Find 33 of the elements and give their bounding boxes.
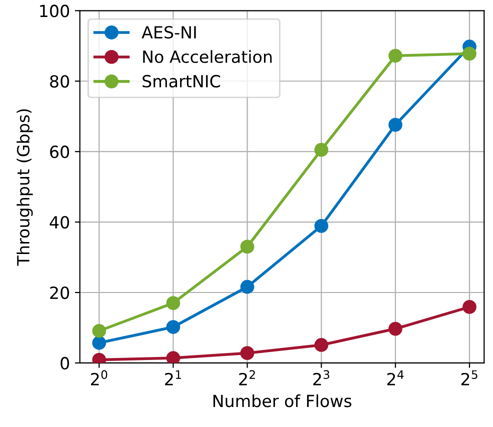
point	[92, 324, 106, 338]
legend-label: SmartNIC	[142, 74, 220, 88]
point	[388, 48, 402, 63]
point	[166, 351, 180, 363]
legend-label: No Acceleration	[143, 50, 272, 64]
x-tick-label: 2$^{5}$	[461, 370, 478, 386]
y-axis-title: Throughput (Gbps)	[16, 109, 33, 266]
point	[462, 300, 476, 314]
x-tick-label: 2$^{3}$	[313, 370, 330, 386]
x-tick-label: 2$^{4}$	[387, 370, 404, 386]
y-tick-label: 80	[50, 75, 70, 88]
y-tick-label: 20	[50, 286, 70, 300]
y-tick-label: 40	[50, 216, 70, 229]
x-axis-title: Number of Flows	[213, 394, 352, 408]
x-tick-label: 2$^{1}$	[165, 370, 181, 386]
point	[314, 218, 328, 233]
point	[240, 240, 254, 254]
y-tick-label: 60	[50, 146, 70, 158]
point	[166, 296, 180, 310]
point	[166, 320, 180, 334]
point	[314, 142, 328, 157]
point	[240, 346, 254, 360]
point	[240, 280, 254, 294]
y-tick-label: 0	[60, 356, 70, 370]
point	[314, 338, 328, 352]
point	[388, 322, 402, 336]
x-tick-label: 2$^{0}$	[91, 370, 108, 386]
point	[462, 46, 476, 61]
point	[92, 336, 106, 350]
legend-label: AES-NI	[142, 26, 196, 39]
y-tick-label: 100	[40, 4, 70, 18]
point	[388, 118, 402, 132]
x-tick-label: 2$^{2}$	[239, 370, 255, 386]
